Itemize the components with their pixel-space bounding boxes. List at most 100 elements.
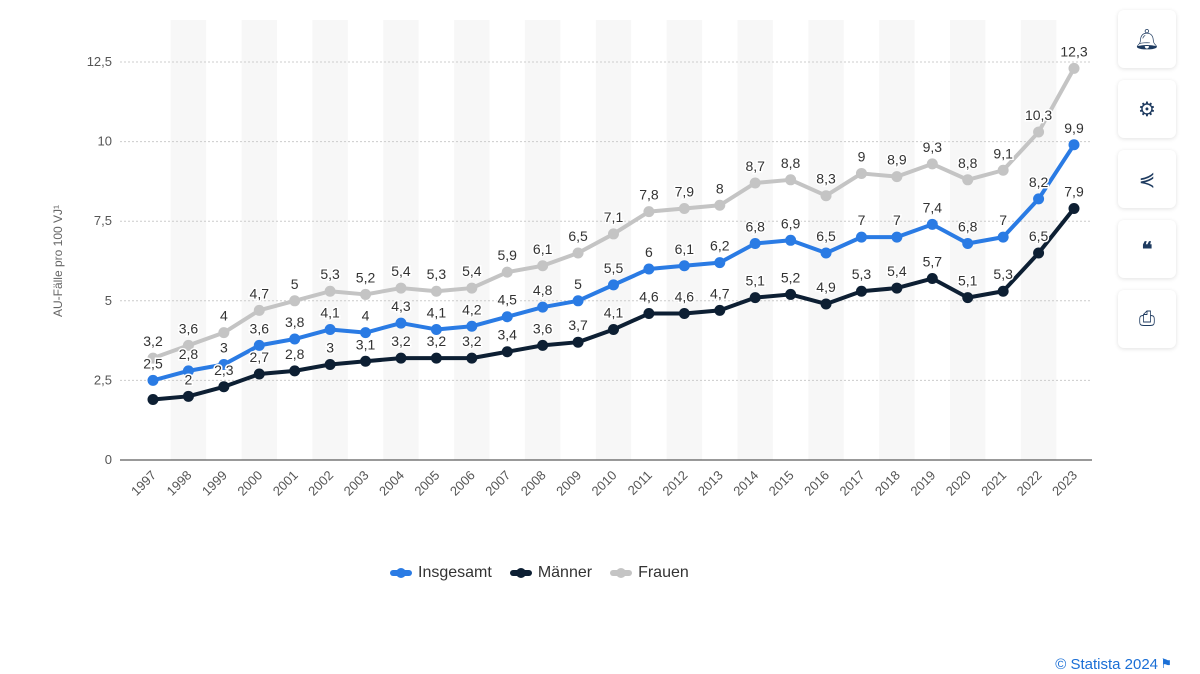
legend-item-frauen[interactable]: Frauen <box>610 564 689 582</box>
y-axis-title: AU-Fälle pro 100 VJ¹ <box>51 205 65 317</box>
legend-label: Frauen <box>638 564 689 581</box>
x-tick-label: 2017 <box>837 468 868 499</box>
data-label: 2,7 <box>250 349 270 365</box>
data-point <box>855 167 867 179</box>
data-point <box>678 308 690 320</box>
data-point <box>395 317 407 329</box>
cite-button[interactable]: ❝ <box>1118 220 1176 278</box>
data-point <box>430 285 442 297</box>
data-label: 4,5 <box>497 292 517 308</box>
column-band <box>312 20 348 460</box>
data-label: 5,3 <box>427 266 447 282</box>
data-point <box>891 171 903 183</box>
data-point <box>466 282 478 294</box>
y-tick-label: 10 <box>98 134 112 149</box>
data-label: 6,1 <box>675 241 695 257</box>
data-label: 6,5 <box>1029 228 1049 244</box>
data-label: 3,2 <box>391 333 411 349</box>
data-label: 5,2 <box>781 269 801 285</box>
data-label: 6,5 <box>568 228 588 244</box>
data-point <box>997 285 1009 297</box>
data-point <box>714 199 726 211</box>
notification-button[interactable]: 🔔︎ <box>1118 10 1176 68</box>
x-tick-label: 2000 <box>234 468 265 499</box>
data-label: 9,3 <box>923 139 943 155</box>
legend-swatch <box>610 568 633 578</box>
column-band <box>524 20 561 460</box>
x-tick-label: 2013 <box>695 468 726 499</box>
data-point <box>820 298 832 310</box>
x-tick-label: 2011 <box>625 468 655 498</box>
data-point <box>678 202 690 214</box>
x-tick-label: 2020 <box>943 468 974 499</box>
x-tick-label: 2018 <box>872 468 903 499</box>
x-tick-label: 2009 <box>553 468 584 499</box>
data-label: 5,3 <box>993 266 1013 282</box>
x-tick-label: 2012 <box>659 468 690 499</box>
settings-button[interactable]: ⚙ <box>1118 80 1176 138</box>
x-tick-label: 2015 <box>766 468 797 499</box>
legend-item-maenner[interactable]: Männer <box>509 564 592 582</box>
data-label: 3,1 <box>356 336 376 352</box>
data-point <box>1033 193 1045 205</box>
data-label: 4,9 <box>816 279 836 295</box>
gear-icon: ⚙ <box>1138 98 1156 121</box>
column-band <box>170 20 207 460</box>
data-point <box>147 352 159 364</box>
data-point <box>608 228 619 240</box>
data-label: 7 <box>893 212 901 228</box>
data-label: 6,1 <box>533 241 553 257</box>
data-point <box>962 292 974 304</box>
data-point <box>891 282 903 294</box>
data-point <box>714 304 726 316</box>
data-label: 9,1 <box>993 145 1013 161</box>
data-label: 7,4 <box>923 199 943 215</box>
legend: Insgesamt Männer Frauen <box>390 564 689 582</box>
data-label: 5 <box>574 276 582 292</box>
data-label: 5 <box>291 276 299 292</box>
data-point <box>855 231 867 243</box>
data-label: 3,6 <box>533 320 553 336</box>
flag-icon[interactable]: ⚑ <box>1160 656 1172 671</box>
data-point <box>643 263 655 275</box>
data-label: 5,4 <box>391 263 411 279</box>
data-point <box>1033 247 1045 259</box>
bell-icon: 🔔︎ <box>1134 28 1160 51</box>
data-point <box>997 231 1009 243</box>
x-tick-label: 1999 <box>199 468 230 499</box>
data-point <box>572 247 584 259</box>
data-label: 4,2 <box>462 301 482 317</box>
legend-item-insgesamt[interactable]: Insgesamt <box>390 564 492 582</box>
x-tick-label: 2001 <box>270 468 301 499</box>
share-button[interactable]: ⋞ <box>1118 150 1176 208</box>
data-label: 3,4 <box>497 327 517 343</box>
x-tick-label: 2003 <box>341 468 372 499</box>
data-label: 4,6 <box>639 289 659 305</box>
statista-credit-link[interactable]: © Statista 2024 <box>1055 656 1158 673</box>
data-label: 4 <box>362 308 370 324</box>
data-label: 5,7 <box>923 254 943 270</box>
data-label: 3,6 <box>179 320 199 336</box>
print-button[interactable]: ⎙ <box>1118 290 1176 348</box>
data-label: 5,4 <box>462 263 482 279</box>
data-point <box>289 295 301 307</box>
data-point <box>147 374 159 386</box>
data-label: 8,7 <box>745 158 765 174</box>
data-point <box>997 164 1009 176</box>
data-point <box>466 352 478 364</box>
data-point <box>962 174 974 186</box>
data-label: 3,2 <box>427 333 447 349</box>
data-point <box>714 257 726 269</box>
x-tick-label: 2014 <box>730 468 761 499</box>
data-label: 4,7 <box>710 285 730 301</box>
y-tick-label: 0 <box>105 452 112 467</box>
data-point <box>324 323 336 335</box>
data-point <box>501 311 513 323</box>
legend-swatch <box>390 568 412 578</box>
data-label: 4,1 <box>604 304 624 320</box>
data-point <box>1068 62 1080 74</box>
data-label: 8,2 <box>1029 174 1049 190</box>
data-label: 12,3 <box>1060 43 1087 59</box>
data-label: 5,3 <box>320 266 340 282</box>
data-point <box>289 333 301 345</box>
